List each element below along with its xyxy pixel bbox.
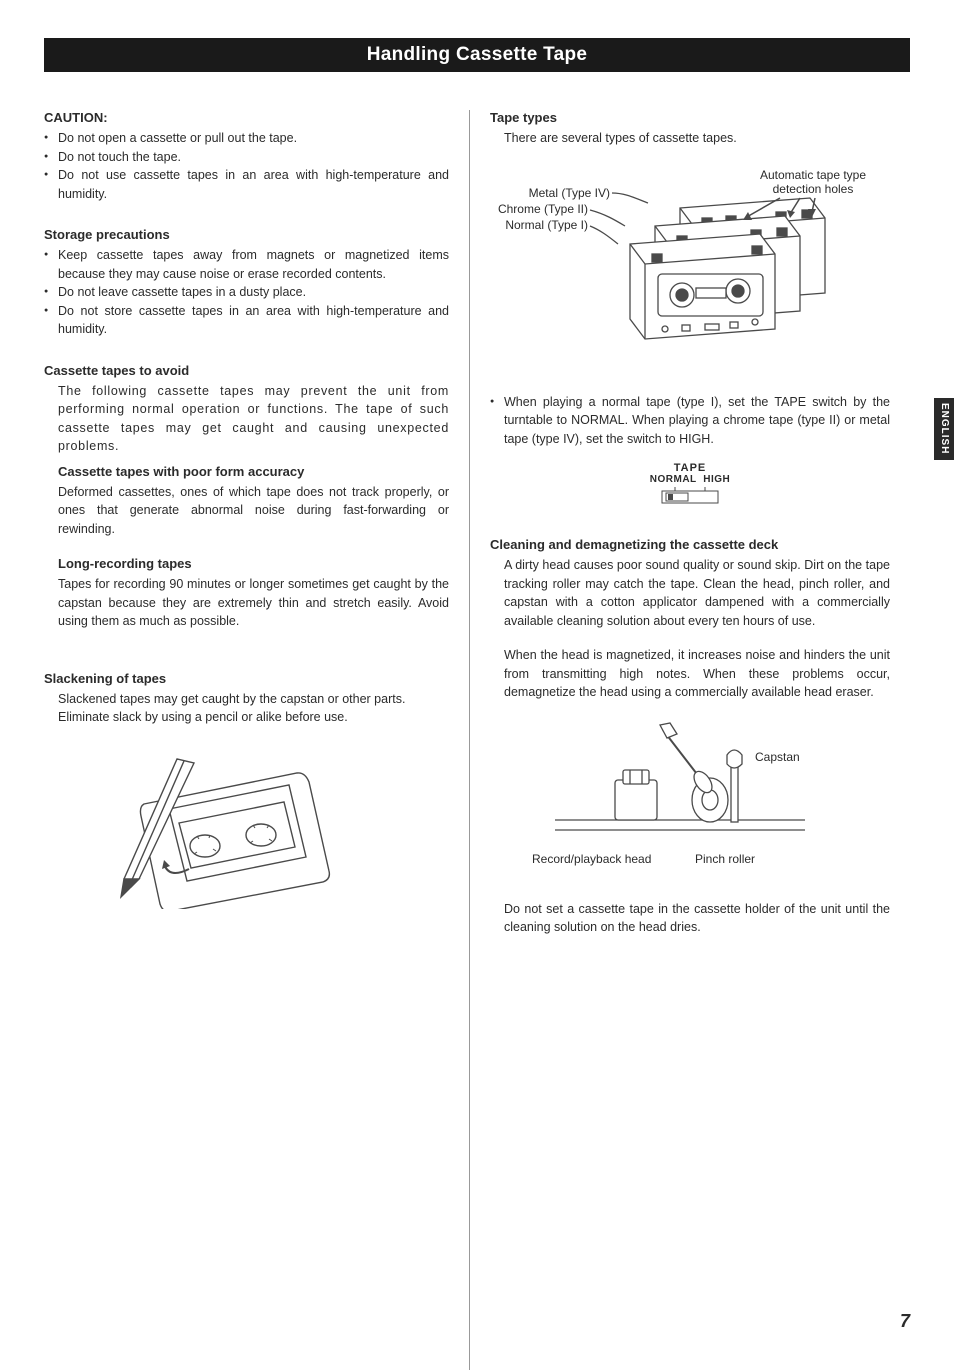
slack-section: Slackening of tapes Slackened tapes may … — [44, 671, 449, 909]
cleaning-heading: Cleaning and demagnetizing the cassette … — [490, 537, 890, 552]
poor-form-sub: Cassette tapes with poor form accuracy D… — [44, 464, 449, 539]
list-item: Do not use cassette tapes in an area wit… — [58, 166, 449, 203]
cassette-types-figure: Metal (Type IV) Chrome (Type II) Normal … — [490, 168, 890, 368]
caution-heading: CAUTION: — [44, 110, 449, 125]
storage-list: Keep cassette tapes away from magnets or… — [44, 246, 449, 339]
types-heading: Tape types — [490, 110, 890, 125]
caution-list: Do not open a cassette or pull out the t… — [44, 129, 449, 203]
capstan-label: Capstan — [755, 750, 800, 764]
list-item: When playing a normal tape (type I), set… — [504, 393, 890, 449]
pinch-label: Pinch roller — [695, 852, 755, 866]
long-sub: Long-recording tapes Tapes for recording… — [44, 556, 449, 631]
tape-switch-note: When playing a normal tape (type I), set… — [490, 393, 890, 449]
list-item: Do not open a cassette or pull out the t… — [58, 129, 449, 148]
left-column: CAUTION: Do not open a cassette or pull … — [44, 110, 469, 1370]
switch-label-normal: NORMAL — [650, 474, 697, 485]
head-svg — [545, 720, 845, 850]
poor-form-body: Deformed cassettes, ones of which tape d… — [58, 483, 449, 539]
list-item: Do not touch the tape. — [58, 148, 449, 167]
tape-switch-svg — [650, 485, 730, 505]
avoid-heading: Cassette tapes to avoid — [44, 363, 449, 378]
pencil-cassette-svg — [109, 749, 369, 909]
switch-label-top: TAPE — [650, 462, 730, 474]
head-label: Record/playback head — [532, 852, 651, 866]
long-body: Tapes for recording 90 minutes or longer… — [58, 575, 449, 631]
cleaning-p1: A dirty head causes poor sound quality o… — [490, 556, 890, 630]
list-item: Do not leave cassette tapes in a dusty p… — [58, 283, 449, 302]
cassette-types-svg — [490, 168, 890, 368]
cleaning-section: Cleaning and demagnetizing the cassette … — [490, 537, 890, 937]
list-item: Keep cassette tapes away from magnets or… — [58, 246, 449, 283]
page-title-bar: Handling Cassette Tape — [44, 38, 910, 72]
switch-label-high: HIGH — [703, 474, 730, 485]
tape-switch-figure: TAPE NORMAL HIGH — [490, 462, 890, 505]
types-intro: There are several types of cassette tape… — [490, 129, 890, 148]
storage-heading: Storage precautions — [44, 227, 449, 242]
page-title: Handling Cassette Tape — [367, 44, 588, 65]
slack-body: Slackened tapes may get caught by the ca… — [44, 690, 449, 727]
right-column: Tape types There are several types of ca… — [470, 110, 890, 1370]
cleaning-final: Do not set a cassette tape in the casset… — [490, 900, 890, 937]
page-number: 7 — [900, 1311, 910, 1332]
cleaning-p2: When the head is magnetized, it increase… — [490, 646, 890, 702]
long-heading: Long-recording tapes — [58, 556, 449, 571]
language-tab: ENGLISH — [934, 398, 954, 460]
content-columns: CAUTION: Do not open a cassette or pull … — [44, 110, 910, 1370]
types-section: Tape types There are several types of ca… — [490, 110, 890, 505]
head-figure: Capstan Record/playback head Pinch rolle… — [490, 720, 890, 870]
avoid-intro: The following cassette tapes may prevent… — [44, 382, 449, 456]
avoid-section: Cassette tapes to avoid The following ca… — [44, 363, 449, 631]
pencil-figure — [44, 749, 449, 909]
caution-section: CAUTION: Do not open a cassette or pull … — [44, 110, 449, 203]
storage-section: Storage precautions Keep cassette tapes … — [44, 227, 449, 339]
slack-heading: Slackening of tapes — [44, 671, 449, 686]
poor-form-heading: Cassette tapes with poor form accuracy — [58, 464, 449, 479]
list-item: Do not store cassette tapes in an area w… — [58, 302, 449, 339]
